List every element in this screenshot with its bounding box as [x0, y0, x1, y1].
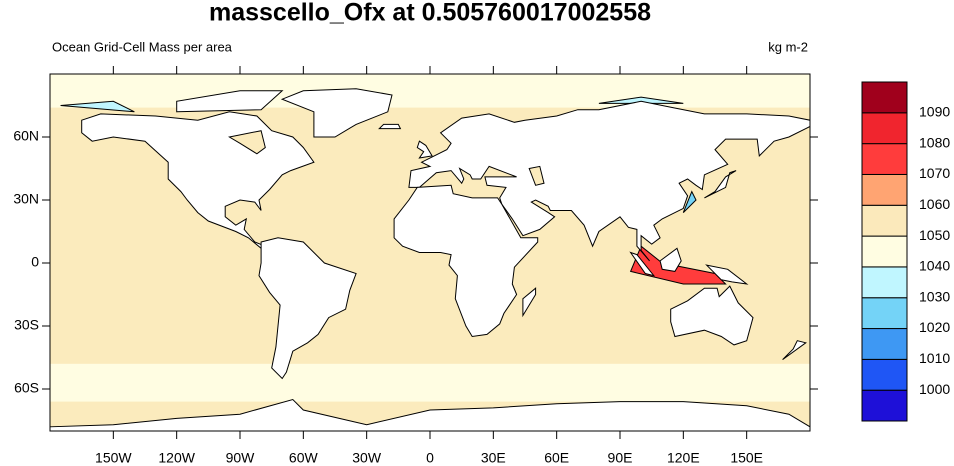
- colorbar-label: 1080: [919, 134, 950, 150]
- y-tick-label: 0: [31, 254, 39, 270]
- colorbar-label: 1090: [919, 104, 950, 120]
- axes: 150W 120W 90W 60W 30W 0 30E 60E 90E 120E 150E 60S 30…: [13, 66, 818, 466]
- colorbar-box: [861, 328, 908, 360]
- landmass: [782, 340, 807, 361]
- colorbar-label: 1050: [919, 227, 950, 243]
- y-tick-label: 30S: [14, 317, 39, 333]
- x-tick-label: 150W: [95, 450, 132, 466]
- subtitle-left: Ocean Grid-Cell Mass per area: [52, 39, 233, 54]
- x-tick-label: 120W: [158, 450, 195, 466]
- colorbar-box: [861, 81, 908, 114]
- colorbar-box: [861, 358, 908, 391]
- landmass: [670, 285, 754, 346]
- caspian-sea: [528, 165, 545, 186]
- colorbar-label: 1000: [919, 381, 950, 397]
- landmass: [393, 184, 539, 338]
- ice-tint: [60, 100, 135, 113]
- arctic-band: [50, 74, 810, 108]
- landmass: [280, 88, 393, 138]
- x-tick-label: 0: [426, 450, 434, 466]
- x-tick-label: 60W: [289, 450, 319, 466]
- landmass: [705, 264, 749, 285]
- y-tick-label: 60S: [14, 380, 39, 396]
- x-tick-label: 30W: [352, 450, 382, 466]
- colorbar-box: [861, 204, 908, 237]
- colorbar-label: 1070: [919, 165, 950, 181]
- landmass: [704, 170, 737, 199]
- colorbar-box: [861, 266, 908, 299]
- map: [49, 73, 811, 432]
- colorbar: 1000 1010 1020 1030 1040 1050 1060 1070 1080 1090: [861, 81, 950, 422]
- colorbar-label: 1010: [919, 350, 950, 366]
- x-tick-label: 120E: [667, 450, 700, 466]
- landmass: [49, 398, 811, 432]
- landmass: [408, 100, 811, 262]
- landmass: [629, 251, 656, 277]
- y-tick-label: 60N: [13, 128, 39, 144]
- shelf-tint: [682, 190, 697, 213]
- x-tick-label: 90E: [608, 450, 633, 466]
- colorbar-box: [861, 143, 908, 175]
- southern-band: [50, 363, 810, 402]
- colorbar-box: [861, 112, 908, 145]
- x-tick-label: 60E: [544, 450, 569, 466]
- landmass: [659, 247, 682, 272]
- x-tick-label: 30E: [481, 450, 506, 466]
- y-tick-label: 30N: [13, 191, 39, 207]
- chart-title: masscello_Ofx at 0.505760017002558: [209, 0, 651, 27]
- landmass: [258, 237, 357, 380]
- colorbar-box: [861, 173, 908, 206]
- x-tick-label: 90W: [226, 450, 256, 466]
- hudson-bay: [228, 130, 266, 155]
- subtitle-right: kg m-2: [768, 39, 808, 54]
- colorbar-box: [861, 235, 908, 268]
- colorbar-box: [861, 297, 908, 330]
- landmass: [522, 287, 537, 318]
- x-tick-label: 150E: [730, 450, 763, 466]
- colorbar-label: 1060: [919, 196, 950, 212]
- colorbar-label: 1020: [919, 319, 950, 335]
- colorbar-label: 1030: [919, 288, 950, 304]
- landmass: [378, 123, 402, 130]
- colorbar-label: 1040: [919, 258, 950, 274]
- landmass: [416, 140, 433, 159]
- landmass: [176, 90, 284, 113]
- colorbar-box: [861, 389, 908, 422]
